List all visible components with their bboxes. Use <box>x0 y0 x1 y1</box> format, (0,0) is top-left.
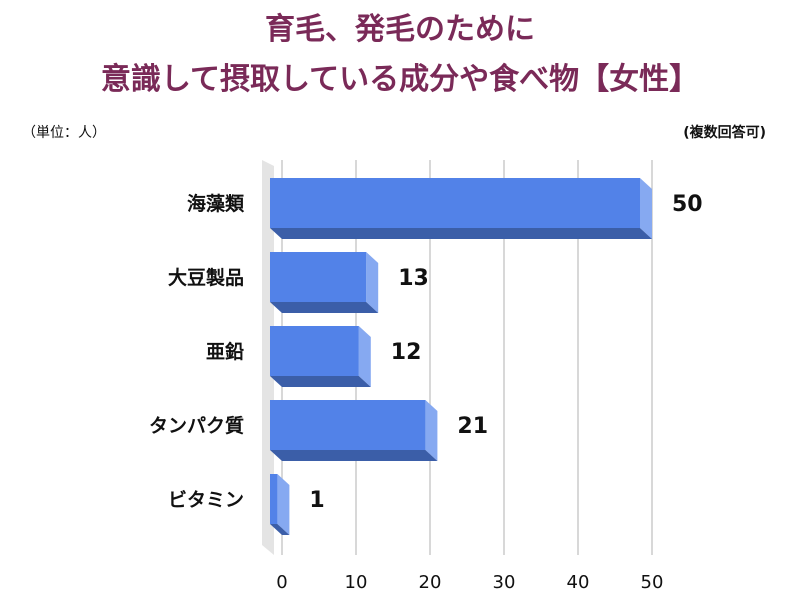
chart-title-line-1: 育毛、発毛のために <box>265 12 535 47</box>
bar-3 <box>270 400 426 450</box>
x-tick-label-5: 50 <box>641 572 664 593</box>
x-tick-label-2: 20 <box>419 572 442 593</box>
bar-0 <box>270 178 640 228</box>
x-tick-label-4: 40 <box>567 572 590 593</box>
value-label-2: 12 <box>391 340 422 365</box>
bar-bottom-3 <box>270 450 438 461</box>
bar-side-0 <box>640 178 652 239</box>
bar-4 <box>270 474 278 524</box>
unit-note: （単位：人） <box>22 125 106 141</box>
bar-2 <box>270 326 359 376</box>
x-tick-label-0: 0 <box>276 572 287 593</box>
bar-1 <box>270 252 367 302</box>
value-label-1: 13 <box>398 266 429 291</box>
bar-side-2 <box>358 326 371 387</box>
category-label-3: タンパク質 <box>149 414 244 437</box>
category-label-4: ビタミン <box>168 489 244 511</box>
bar-side-4 <box>277 474 290 535</box>
bar-bottom-4 <box>270 524 290 535</box>
bar-side-3 <box>425 400 438 461</box>
multiple-answer-note: (複数回答可) <box>683 125 766 141</box>
value-label-0: 50 <box>672 192 703 217</box>
category-label-2: 亜鉛 <box>206 340 244 363</box>
bar-bottom-0 <box>270 228 652 239</box>
bar-bottom-1 <box>270 302 379 313</box>
category-label-1: 大豆製品 <box>168 266 244 289</box>
value-label-4: 1 <box>309 488 324 513</box>
x-tick-label-3: 30 <box>493 572 516 593</box>
bar-side-1 <box>366 252 379 313</box>
value-label-3: 21 <box>457 414 488 439</box>
x-tick-label-1: 10 <box>345 572 368 593</box>
category-label-0: 海藻類 <box>187 192 245 215</box>
chart-title-line-2: 意識して摂取している成分や食べ物【女性】 <box>100 62 700 97</box>
bar-bottom-2 <box>270 376 371 387</box>
